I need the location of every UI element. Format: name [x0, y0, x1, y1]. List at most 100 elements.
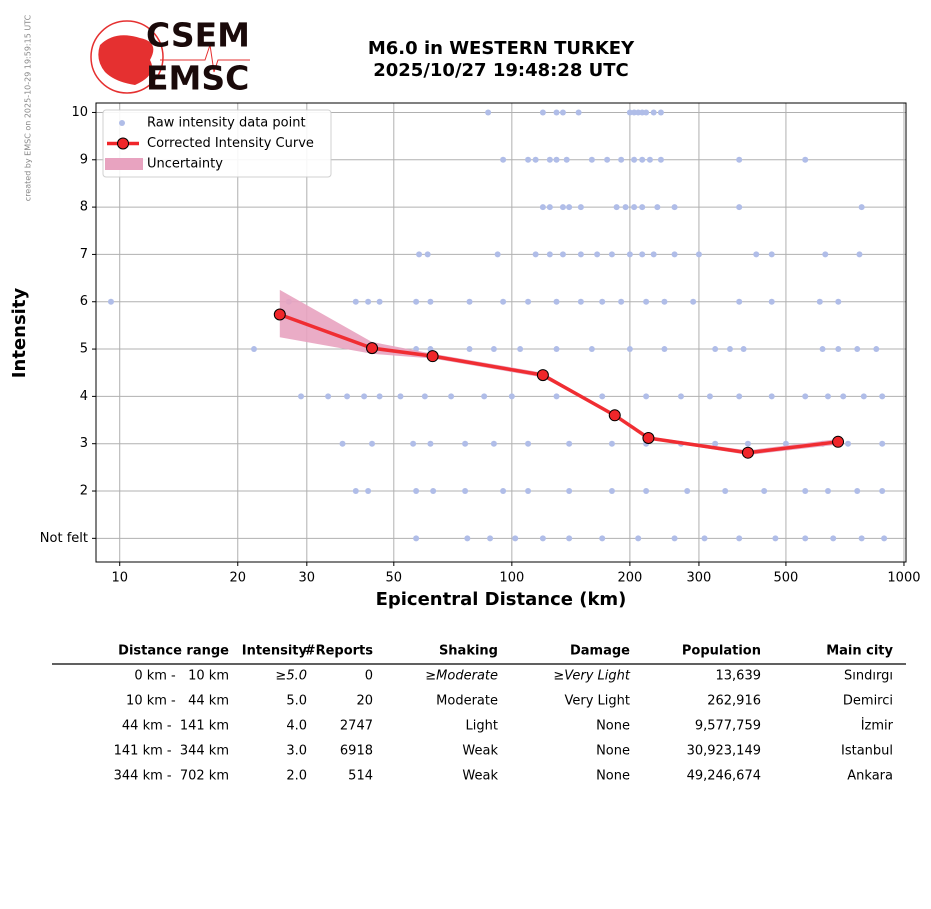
raw-point	[339, 440, 346, 447]
raw-point	[424, 251, 431, 258]
curve-marker	[832, 435, 845, 448]
raw-point	[650, 109, 657, 116]
raw-point	[802, 393, 809, 400]
raw-point	[553, 156, 560, 163]
raw-point	[490, 346, 497, 353]
raw-point	[512, 535, 519, 542]
raw-point	[594, 251, 601, 258]
raw-point	[365, 488, 372, 495]
logo-globe	[90, 20, 164, 94]
table-header: Intensity	[242, 644, 308, 659]
curve-marker	[741, 446, 754, 459]
curve-line	[279, 312, 839, 455]
logo-top: CSEM	[146, 16, 250, 55]
table-cell: Ankara	[847, 769, 893, 784]
raw-point	[413, 298, 420, 305]
table-cell: ≥Moderate	[425, 669, 498, 684]
legend-swatch	[117, 137, 129, 150]
raw-point	[466, 298, 473, 305]
y-axis-label: Intensity	[9, 288, 30, 379]
raw-point	[626, 346, 633, 353]
table-cell: 3.0	[286, 744, 307, 759]
y-tick-label: 9	[80, 152, 88, 167]
uncertainty-band	[279, 289, 839, 456]
table-cell: 30,923,149	[687, 744, 761, 759]
curve-marker	[642, 432, 655, 445]
raw-point	[712, 346, 719, 353]
raw-point	[369, 440, 376, 447]
raw-point	[421, 393, 428, 400]
raw-point	[736, 298, 743, 305]
raw-point	[462, 440, 469, 447]
table-cell: 0 km - 10 km	[134, 669, 229, 684]
raw-point	[566, 488, 573, 495]
raw-point	[639, 251, 646, 258]
table-header: Population	[682, 644, 761, 659]
x-tick-label: 500	[774, 571, 799, 586]
raw-point	[481, 393, 488, 400]
table-cell: 262,916	[707, 694, 761, 709]
raw-point	[500, 488, 507, 495]
raw-point	[879, 488, 886, 495]
legend-label: Raw intensity data point	[147, 116, 306, 131]
raw-point	[736, 535, 743, 542]
table-cell: Weak	[462, 744, 498, 759]
raw-point	[608, 440, 615, 447]
raw-point	[532, 251, 539, 258]
y-tick-label: 7	[80, 247, 88, 262]
logo: CSEM EMSC	[90, 16, 250, 98]
raw-point	[701, 535, 708, 542]
raw-point	[525, 488, 532, 495]
raw-point	[525, 298, 532, 305]
raw-point	[873, 346, 880, 353]
table-cell: 9,577,759	[695, 719, 761, 734]
table-cell: Very Light	[565, 694, 631, 709]
table-cell: Light	[466, 719, 498, 734]
raw-point	[761, 488, 768, 495]
raw-point	[365, 298, 372, 305]
raw-point	[485, 109, 492, 116]
raw-point	[462, 488, 469, 495]
table-cell: 5.0	[286, 694, 307, 709]
raw-point	[427, 298, 434, 305]
raw-point	[553, 346, 560, 353]
raw-point	[566, 535, 573, 542]
curve-marker	[426, 350, 439, 363]
raw-point	[608, 488, 615, 495]
raw-point	[626, 109, 633, 116]
table-cell: 514	[348, 769, 373, 784]
raw-point	[608, 251, 615, 258]
raw-point	[546, 204, 553, 211]
raw-point	[639, 204, 646, 211]
legend-label: Uncertainty	[147, 157, 223, 172]
raw-point	[690, 298, 697, 305]
x-tick-label: 300	[687, 571, 712, 586]
raw-point	[575, 109, 582, 116]
table-cell: None	[596, 744, 630, 759]
raw-point	[566, 204, 573, 211]
raw-point	[352, 298, 359, 305]
curve-marker	[366, 342, 379, 355]
logo-bottom: EMSC	[146, 59, 249, 98]
raw-point	[577, 298, 584, 305]
raw-point	[854, 488, 861, 495]
y-tick-label: Not felt	[40, 531, 88, 546]
raw-point	[599, 393, 606, 400]
x-tick-label: 50	[386, 571, 403, 586]
raw-point	[671, 251, 678, 258]
raw-point	[631, 204, 638, 211]
raw-point	[448, 393, 455, 400]
table-cell: 141 km - 344 km	[114, 744, 229, 759]
raw-point	[344, 393, 351, 400]
raw-point	[599, 298, 606, 305]
raw-point	[684, 488, 691, 495]
raw-point	[858, 204, 865, 211]
raw-point	[643, 298, 650, 305]
raw-point	[736, 204, 743, 211]
raw-point	[553, 393, 560, 400]
raw-point	[736, 393, 743, 400]
raw-point	[695, 251, 702, 258]
raw-point	[566, 440, 573, 447]
raw-point	[840, 393, 847, 400]
y-tick-label: 4	[80, 389, 88, 404]
